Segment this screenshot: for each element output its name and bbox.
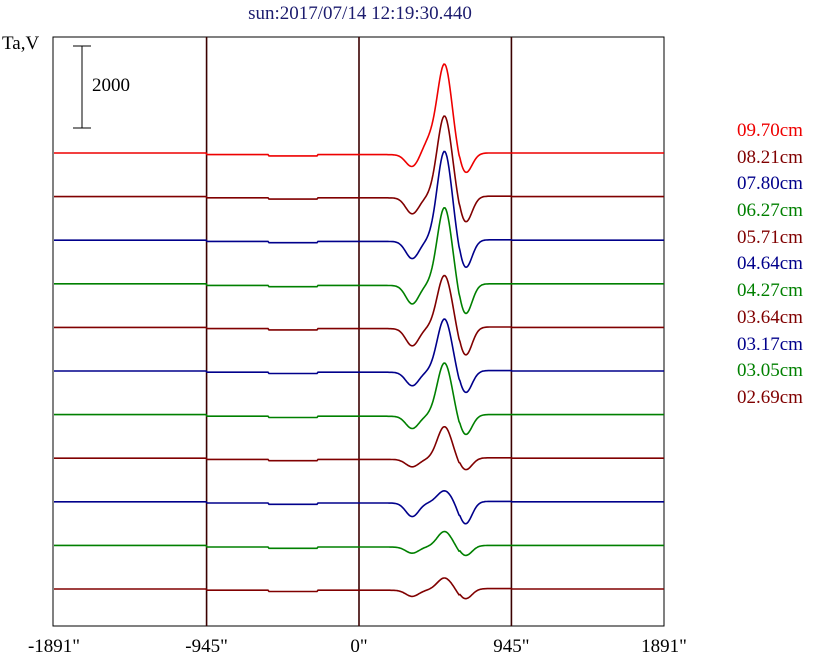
x-tick-label-4: 1891": [641, 636, 687, 657]
trace-04.27cm: [54, 362, 664, 436]
legend-item-03.05cm: 03.05cm: [737, 360, 803, 382]
x-tick-label-1: -945": [185, 636, 228, 657]
trace-03.64cm: [54, 426, 664, 471]
legend-item-08.21cm: 08.21cm: [737, 146, 803, 168]
trace-03.05cm: [54, 530, 664, 557]
x-tick-label-2: 0": [350, 636, 368, 657]
y-axis-label: Ta,V: [2, 33, 40, 54]
legend-item-09.70cm: 09.70cm: [737, 120, 803, 141]
legend-item-03.64cm: 03.64cm: [737, 306, 803, 328]
legend-item-06.27cm: 06.27cm: [737, 200, 803, 222]
legend-item-02.69cm: 02.69cm: [737, 386, 803, 408]
legend-item-05.71cm: 05.71cm: [737, 226, 803, 248]
trace-04.64cm: [54, 318, 664, 394]
scale-bar-label: 2000: [92, 75, 130, 96]
trace-06.27cm: [54, 206, 664, 315]
legend: 09.70cm 08.21cm 07.80cm 06.27cm 05.71cm 04.64…: [737, 118, 803, 412]
trace-07.80cm: [54, 150, 664, 269]
legend-item-04.64cm: 04.64cm: [737, 253, 803, 275]
chart-title: sun:2017/07/14 12:19:30.440: [248, 3, 472, 24]
trace-08.21cm: [54, 115, 664, 223]
trace-09.70cm: [54, 63, 664, 174]
x-tick-label-3: 945": [493, 636, 530, 657]
legend-item-03.17cm: 03.17cm: [737, 333, 803, 355]
trace-02.69cm: [54, 577, 664, 600]
legend-item-07.80cm: 07.80cm: [737, 173, 803, 195]
legend-item-04.27cm: 04.27cm: [737, 280, 803, 302]
x-tick-label-0: -1891": [27, 636, 81, 657]
trace-05.71cm: [54, 274, 664, 356]
trace-03.17cm: [54, 489, 664, 525]
